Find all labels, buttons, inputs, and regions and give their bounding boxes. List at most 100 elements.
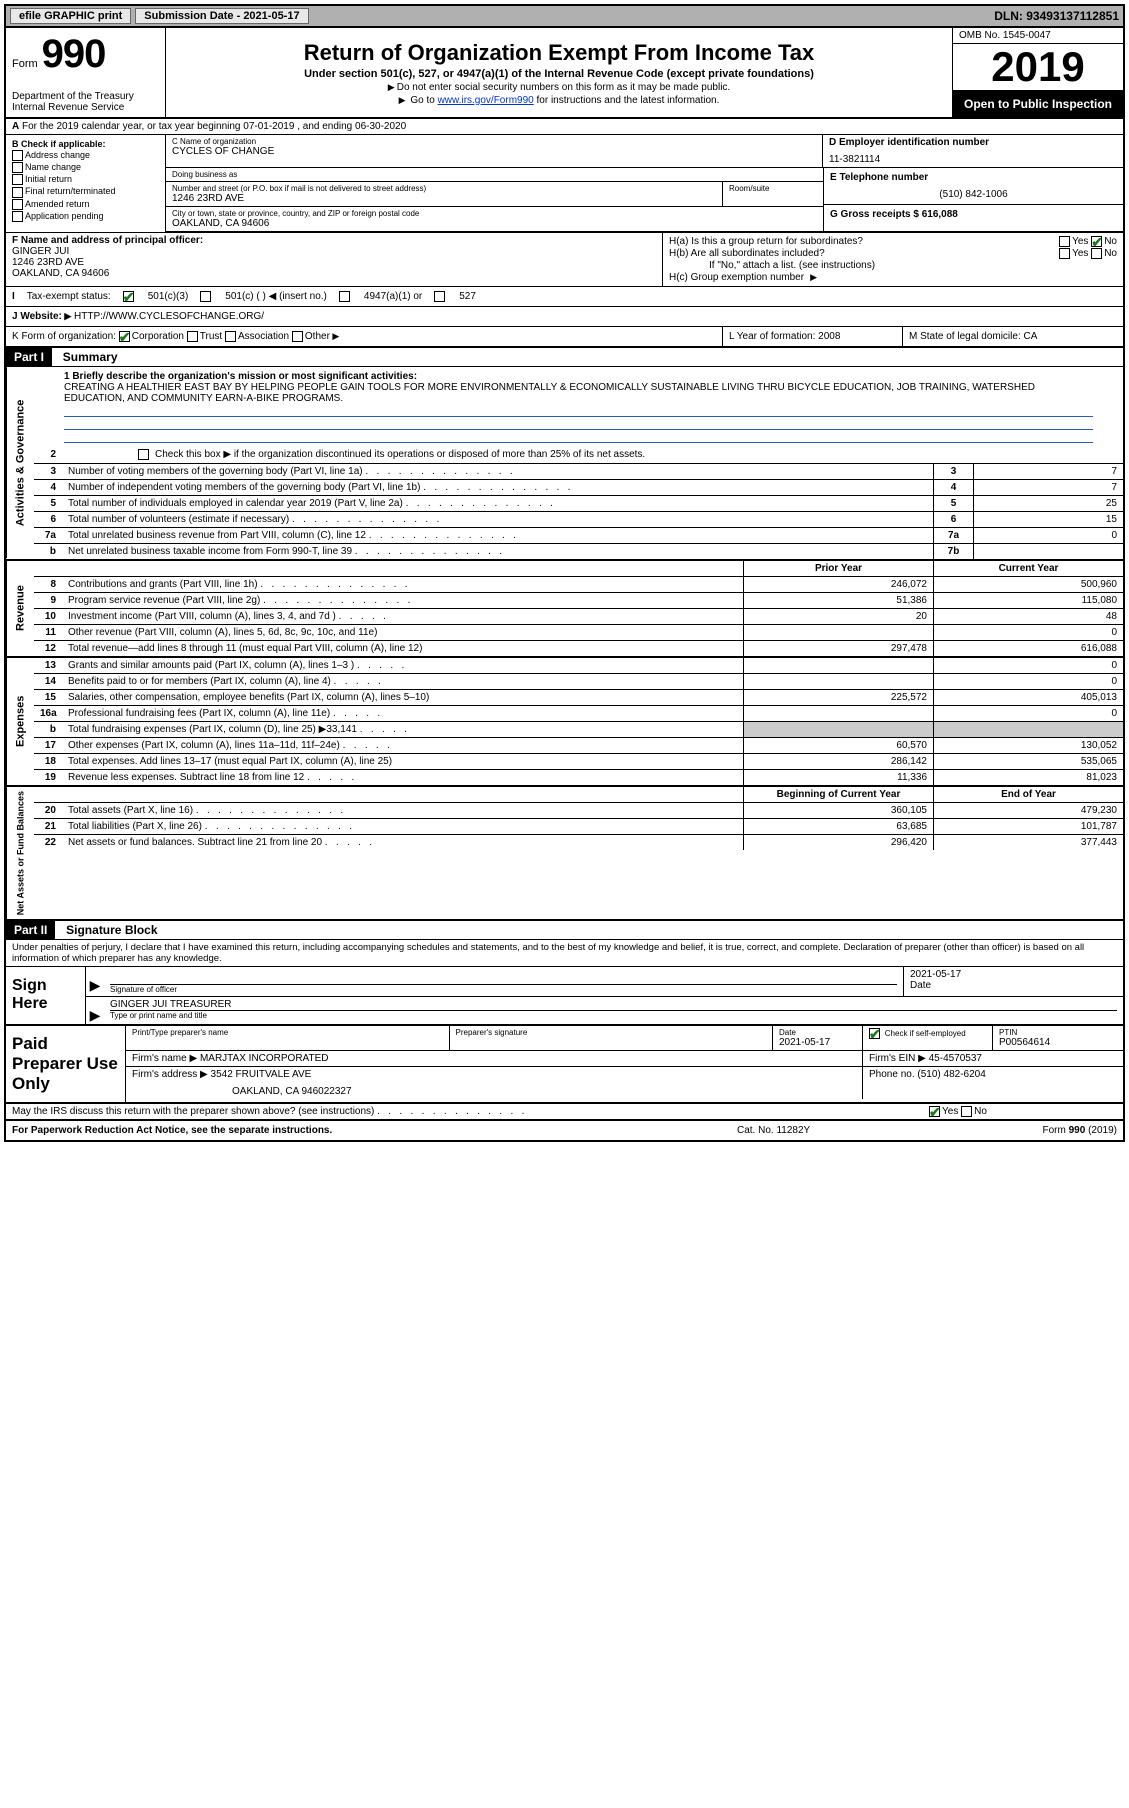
sig-name-cell: GINGER JUI TREASURER Type or print name … [104, 997, 1123, 1024]
preparer-label: Paid Preparer Use Only [6, 1026, 126, 1102]
form-number: 990 [42, 32, 106, 77]
cb-name-change[interactable]: Name change [12, 162, 159, 173]
na-rows-row-21: 21Total liabilities (Part X, line 26)63,… [34, 819, 1123, 835]
cb-initial-return[interactable]: Initial return [12, 174, 159, 185]
topbar-spacer [313, 15, 991, 17]
discuss-row: May the IRS discuss this return with the… [6, 1104, 1123, 1121]
preparer-block: Paid Preparer Use Only Print/Type prepar… [6, 1026, 1123, 1104]
line-k: K Form of organization: Corporation Trus… [6, 327, 723, 346]
cb-501c3[interactable] [123, 291, 134, 302]
hb-label: H(b) Are all subordinates included? [669, 248, 825, 259]
firm-addr1: 3542 FRUITVALE AVE [211, 1069, 312, 1080]
l1-label: 1 Briefly describe the organization's mi… [64, 371, 417, 382]
hc-label: H(c) Group exemption number [669, 272, 804, 283]
ha-label: H(a) Is this a group return for subordin… [669, 236, 863, 247]
exp-rows-row-19: 19Revenue less expenses. Subtract line 1… [34, 770, 1123, 785]
exp-rows-row-18: 18Total expenses. Add lines 13–17 (must … [34, 754, 1123, 770]
dba-label: Doing business as [172, 170, 817, 179]
discuss-yes[interactable] [929, 1106, 940, 1117]
cb-527[interactable] [434, 291, 445, 302]
hb-note: If "No," attach a list. (see instruction… [669, 260, 1117, 271]
signature-block: Under penalties of perjury, I declare th… [6, 940, 1123, 1026]
footer-notice: For Paperwork Reduction Act Notice, see … [12, 1125, 737, 1136]
cb-4947[interactable] [339, 291, 350, 302]
section-bcdeg: B Check if applicable: Address change Na… [6, 135, 1123, 233]
box-h: H(a) Is this a group return for subordin… [663, 233, 1123, 286]
line-klm: K Form of organization: Corporation Trus… [6, 327, 1123, 348]
irs-link[interactable]: www.irs.gov/Form990 [438, 95, 534, 106]
cb-corp[interactable] [119, 331, 130, 342]
title-main: Return of Organization Exempt From Incom… [304, 40, 815, 66]
na-rows-row-20: 20Total assets (Part X, line 16)360,1054… [34, 803, 1123, 819]
hb-no[interactable] [1091, 248, 1102, 259]
sign-here-label: Sign Here [6, 967, 86, 1024]
rev-header: Prior Year Current Year [34, 561, 1123, 577]
cb-amended-return[interactable]: Amended return [12, 199, 159, 210]
officer-addr1: 1246 23RD AVE [12, 257, 656, 268]
phone-label: E Telephone number [830, 172, 1117, 183]
footer: For Paperwork Reduction Act Notice, see … [6, 1121, 1123, 1140]
cb-address-change[interactable]: Address change [12, 150, 159, 161]
submission-date-button[interactable]: Submission Date - 2021-05-17 [135, 8, 308, 24]
cb-trust[interactable] [187, 331, 198, 342]
part1-badge: Part I [6, 348, 52, 366]
prep-sig-label: Preparer's signature [456, 1028, 767, 1037]
box-g: G Gross receipts $ 616,088 [824, 205, 1123, 231]
rev-rows-row-11: 11Other revenue (Part VIII, column (A), … [34, 625, 1123, 641]
dept-text: Department of the Treasury Internal Reve… [12, 91, 159, 113]
officer-addr2: OAKLAND, CA 94606 [12, 268, 656, 279]
phone-value: (510) 842-1006 [830, 189, 1117, 200]
rev-rows-row-8: 8Contributions and grants (Part VIII, li… [34, 577, 1123, 593]
cb-application-pending[interactable]: Application pending [12, 211, 159, 222]
website-value: HTTP://WWW.CYCLESOFCHANGE.ORG/ [74, 311, 264, 322]
firm-ein-value: 45-4570537 [929, 1053, 982, 1064]
sig-declaration: Under penalties of perjury, I declare th… [6, 940, 1123, 966]
box-e: E Telephone number (510) 842-1006 [824, 168, 1123, 205]
end-year-hdr: End of Year [933, 787, 1123, 802]
prep-date-label: Date [779, 1028, 856, 1037]
efile-button[interactable]: efile GRAPHIC print [10, 8, 131, 24]
street-row: Number and street (or P.O. box if mail i… [166, 182, 823, 207]
sig-date-label: Date [910, 980, 1117, 991]
hb-yes[interactable] [1059, 248, 1070, 259]
row-a-text: For the 2019 calendar year, or tax year … [22, 121, 406, 132]
part1-ag: Activities & Governance 1 Briefly descri… [6, 367, 1123, 560]
ha-no[interactable] [1091, 236, 1102, 247]
box-c-addr: Doing business as Number and street (or … [166, 168, 823, 231]
exp-rows-row-14: 14Benefits paid to or for members (Part … [34, 674, 1123, 690]
cb-501c[interactable] [200, 291, 211, 302]
ha-yes[interactable] [1059, 236, 1070, 247]
line-i: I Tax-exempt status: 501(c)(3) 501(c) ( … [6, 287, 1123, 307]
l1-text: CREATING A HEALTHIER EAST BAY BY HELPING… [64, 382, 1093, 404]
open-public: Open to Public Inspection [953, 91, 1123, 117]
ptin-value: P00564614 [999, 1037, 1050, 1048]
cb-l2[interactable] [138, 449, 149, 460]
footer-form: Form 990 (2019) [957, 1125, 1117, 1136]
box-b: B Check if applicable: Address change Na… [6, 135, 166, 232]
city-cell: City or town, state or province, country… [166, 207, 823, 231]
discuss-no[interactable] [961, 1106, 972, 1117]
box-f: F Name and address of principal officer:… [6, 233, 663, 286]
line-m: M State of legal domicile: CA [903, 327, 1123, 346]
cb-final-return[interactable]: Final return/terminated [12, 186, 159, 197]
sig-arrow-1: ▶ [86, 967, 104, 996]
firm-name-label: Firm's name ▶ [132, 1053, 197, 1064]
k-label: K Form of organization: [12, 331, 116, 342]
tax-year: 2019 [953, 44, 1123, 91]
box-d: D Employer identification number 11-3821… [823, 135, 1123, 167]
firm-addr-label: Firm's address ▶ [132, 1069, 208, 1080]
prior-year-hdr: Prior Year [743, 561, 933, 576]
part1-header-row: Part I Summary [6, 348, 1123, 367]
na-rows-row-22: 22Net assets or fund balances. Subtract … [34, 835, 1123, 850]
cb-self-employed[interactable] [869, 1028, 880, 1039]
part1-exp: Expenses 13Grants and similar amounts pa… [6, 658, 1123, 787]
cb-assoc[interactable] [225, 331, 236, 342]
ag-row-b: bNet unrelated business taxable income f… [34, 544, 1123, 559]
cb-other[interactable] [292, 331, 303, 342]
part1-title: Summary [55, 350, 118, 364]
goto-pre: Go to [410, 95, 437, 106]
footer-catno: Cat. No. 11282Y [737, 1125, 957, 1136]
title-line-1: Do not enter social security numbers on … [388, 82, 730, 93]
tax-status-label: Tax-exempt status: [27, 291, 111, 302]
ag-row-5: 5Total number of individuals employed in… [34, 496, 1123, 512]
